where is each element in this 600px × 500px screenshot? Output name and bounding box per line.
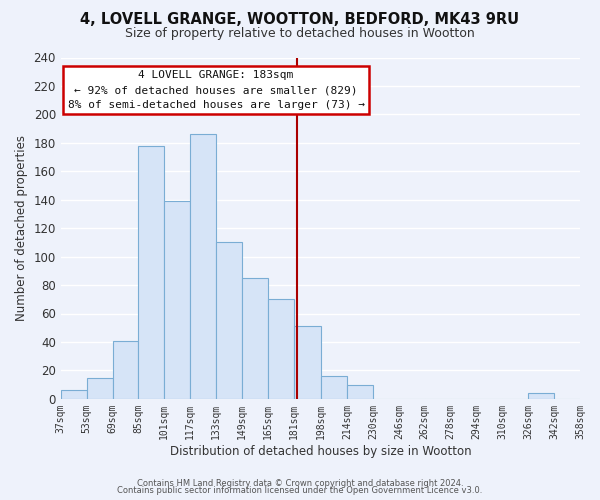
Bar [190, 134, 216, 399]
X-axis label: Distribution of detached houses by size in Wootton: Distribution of detached houses by size … [170, 444, 471, 458]
Text: Contains public sector information licensed under the Open Government Licence v3: Contains public sector information licen… [118, 486, 482, 495]
Bar [113, 340, 139, 399]
Text: 4, LOVELL GRANGE, WOOTTON, BEDFORD, MK43 9RU: 4, LOVELL GRANGE, WOOTTON, BEDFORD, MK43… [80, 12, 520, 28]
Bar [139, 146, 164, 399]
Bar [268, 300, 294, 399]
Bar [61, 390, 86, 399]
Bar [216, 242, 242, 399]
Bar [86, 378, 113, 399]
Text: Contains HM Land Registry data © Crown copyright and database right 2024.: Contains HM Land Registry data © Crown c… [137, 478, 463, 488]
Y-axis label: Number of detached properties: Number of detached properties [15, 135, 28, 321]
Bar [321, 376, 347, 399]
Bar [242, 278, 268, 399]
Text: Size of property relative to detached houses in Wootton: Size of property relative to detached ho… [125, 28, 475, 40]
Bar [164, 201, 190, 399]
Bar [528, 393, 554, 399]
Bar [294, 326, 321, 399]
Bar [347, 384, 373, 399]
Text: 4 LOVELL GRANGE: 183sqm
← 92% of detached houses are smaller (829)
8% of semi-de: 4 LOVELL GRANGE: 183sqm ← 92% of detache… [68, 70, 365, 110]
